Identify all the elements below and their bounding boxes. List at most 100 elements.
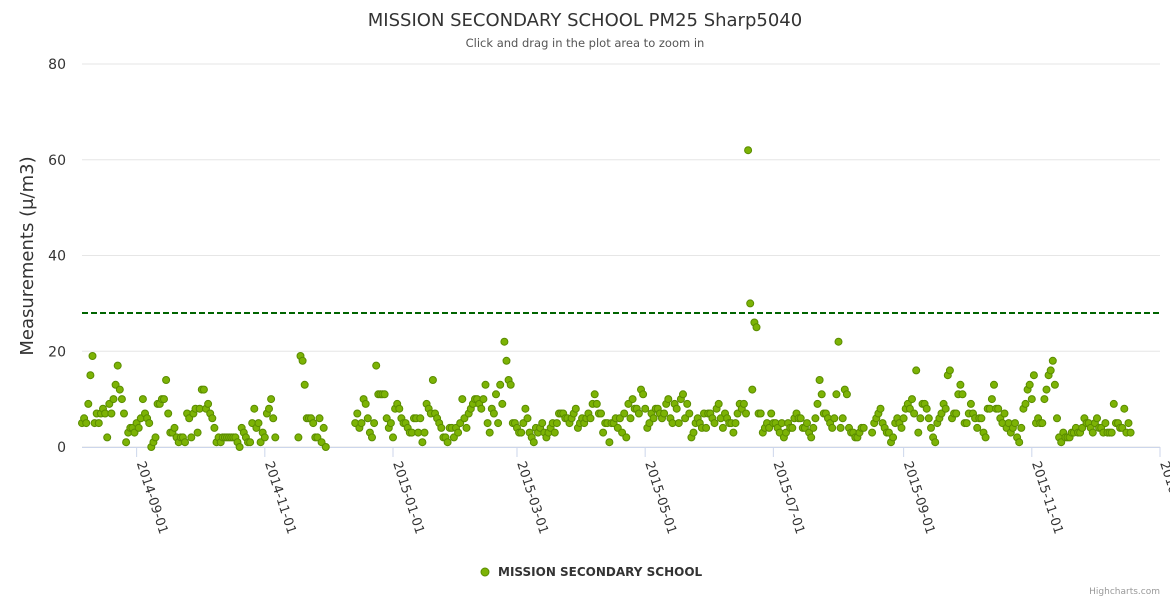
data-point[interactable] xyxy=(702,423,711,432)
data-point[interactable] xyxy=(1093,414,1101,423)
data-point[interactable] xyxy=(836,423,845,432)
data-point[interactable] xyxy=(529,438,538,447)
data-point[interactable] xyxy=(910,409,919,418)
data-point[interactable] xyxy=(788,423,797,432)
data-point[interactable] xyxy=(353,409,362,418)
data-point[interactable] xyxy=(1015,438,1024,447)
data-point[interactable] xyxy=(592,399,601,408)
data-point[interactable] xyxy=(138,395,147,404)
data-point[interactable] xyxy=(796,414,805,423)
data-point[interactable] xyxy=(977,414,986,423)
data-point[interactable] xyxy=(250,404,259,413)
data-point[interactable] xyxy=(586,414,595,423)
data-point[interactable] xyxy=(199,385,208,394)
data-point[interactable] xyxy=(368,433,376,442)
data-point[interactable] xyxy=(605,438,614,447)
data-point[interactable] xyxy=(1046,366,1055,375)
data-point[interactable] xyxy=(271,433,280,442)
data-point[interactable] xyxy=(742,409,750,418)
data-point[interactable] xyxy=(1038,419,1047,428)
data-point[interactable] xyxy=(395,404,404,413)
data-point[interactable] xyxy=(418,438,427,447)
data-point[interactable] xyxy=(807,433,816,442)
data-point[interactable] xyxy=(590,390,599,399)
data-point[interactable] xyxy=(876,404,885,413)
data-point[interactable] xyxy=(958,390,967,399)
data-point[interactable] xyxy=(494,419,503,428)
data-point[interactable] xyxy=(1126,428,1135,437)
data-point[interactable] xyxy=(981,433,990,442)
data-point[interactable] xyxy=(649,414,658,423)
data-point[interactable] xyxy=(357,419,366,428)
data-point[interactable] xyxy=(956,380,965,389)
data-point[interactable] xyxy=(859,423,868,432)
data-point[interactable] xyxy=(115,385,124,394)
data-point[interactable] xyxy=(319,423,328,432)
data-point[interactable] xyxy=(300,380,309,389)
data-point[interactable] xyxy=(246,438,255,447)
data-point[interactable] xyxy=(458,395,467,404)
data-point[interactable] xyxy=(517,428,526,437)
data-point[interactable] xyxy=(269,414,278,423)
data-point[interactable] xyxy=(815,376,824,384)
data-point[interactable] xyxy=(113,361,122,370)
data-point[interactable] xyxy=(571,404,580,413)
data-point[interactable] xyxy=(973,423,982,432)
credits-link[interactable]: Highcharts.com xyxy=(1089,587,1160,597)
data-point[interactable] xyxy=(828,423,837,432)
data-point[interactable] xyxy=(117,395,126,404)
data-point[interactable] xyxy=(811,414,820,423)
data-point[interactable] xyxy=(809,423,818,432)
data-point[interactable] xyxy=(492,390,500,399)
data-point[interactable] xyxy=(370,419,379,428)
data-point[interactable] xyxy=(830,414,839,423)
data-point[interactable] xyxy=(941,404,950,413)
data-point[interactable] xyxy=(952,409,961,418)
data-point[interactable] xyxy=(204,399,213,408)
data-point[interactable] xyxy=(966,399,975,408)
data-point[interactable] xyxy=(899,414,908,423)
legend-label[interactable]: MISSION SECONDARY SCHOOL xyxy=(498,565,703,579)
data-point[interactable] xyxy=(685,409,694,418)
data-point[interactable] xyxy=(714,399,723,408)
data-point[interactable] xyxy=(1025,380,1034,389)
legend[interactable]: MISSION SECONDARY SCHOOL xyxy=(480,565,703,579)
data-point[interactable] xyxy=(746,299,755,308)
data-point[interactable] xyxy=(927,423,935,432)
data-point[interactable] xyxy=(664,395,673,404)
data-point[interactable] xyxy=(813,399,822,408)
data-point[interactable] xyxy=(315,414,324,423)
data-point[interactable] xyxy=(679,390,687,399)
data-point[interactable] xyxy=(718,423,727,432)
data-point[interactable] xyxy=(86,371,95,380)
data-point[interactable] xyxy=(1011,419,1019,428)
data-point[interactable] xyxy=(498,399,507,408)
data-point[interactable] xyxy=(834,337,843,346)
data-point[interactable] xyxy=(641,404,650,413)
data-point[interactable] xyxy=(386,419,395,428)
data-point[interactable] xyxy=(479,395,488,404)
series-points[interactable] xyxy=(78,146,1135,451)
data-point[interactable] xyxy=(622,433,631,442)
data-point[interactable] xyxy=(550,428,559,437)
data-point[interactable] xyxy=(523,414,532,423)
data-point[interactable] xyxy=(481,380,490,389)
data-point[interactable] xyxy=(485,428,494,437)
data-point[interactable] xyxy=(1017,423,1026,432)
data-point[interactable] xyxy=(987,395,996,404)
data-point[interactable] xyxy=(803,419,811,428)
data-point[interactable] xyxy=(363,414,372,423)
data-point[interactable] xyxy=(298,356,307,365)
data-point[interactable] xyxy=(639,390,648,399)
data-point[interactable] xyxy=(739,399,748,408)
data-point[interactable] xyxy=(731,419,740,428)
data-point[interactable] xyxy=(994,404,1003,413)
data-point[interactable] xyxy=(462,423,471,432)
data-point[interactable] xyxy=(538,419,547,428)
data-point[interactable] xyxy=(267,395,276,404)
data-point[interactable] xyxy=(683,399,692,408)
data-point[interactable] xyxy=(914,428,923,437)
data-point[interactable] xyxy=(443,438,452,447)
data-point[interactable] xyxy=(767,409,776,418)
data-point[interactable] xyxy=(160,395,168,404)
